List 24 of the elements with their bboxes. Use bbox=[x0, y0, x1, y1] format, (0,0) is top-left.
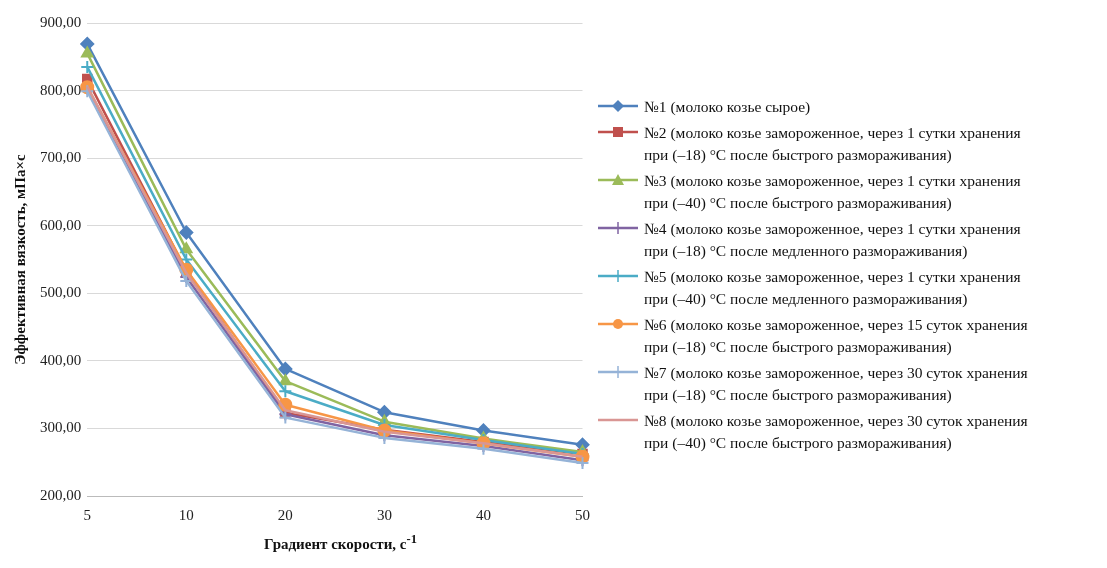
legend-label: №5 (молоко козье замороженное, через 1 сутки хранения при (–40) °С после медленного размораживания) bbox=[644, 267, 1022, 309]
legend-label: №7 (молоко козье замороженное, через 30 суток хранения при (–18) °С после быстрого размораживания) bbox=[644, 363, 1029, 405]
y-axis-title: Эффективная вязкость, мПа×с bbox=[11, 153, 28, 365]
legend-label: №4 (молоко козье замороженное, через 1 сутки хранения при (–18) °С после медленного размораживания) bbox=[644, 219, 1022, 261]
y-tick-label: 500,00 bbox=[40, 284, 82, 301]
y-tick-label: 200,00 bbox=[40, 486, 82, 503]
legend-label: №1 (молоко козье сырое) bbox=[644, 97, 811, 117]
legend-label: №2 (молоко козье замороженное, через 1 сутки хранения при (–18) °С после быстрого размораживания) bbox=[644, 123, 1022, 165]
x-tick-label: 40 bbox=[475, 506, 491, 523]
y-tick-label: 400,00 bbox=[40, 351, 82, 368]
y-tick-label: 800,00 bbox=[40, 81, 82, 98]
y-tick-label: 900,00 bbox=[40, 13, 82, 30]
x-tick-label: 30 bbox=[376, 506, 392, 523]
x-tick-label: 5 bbox=[83, 506, 91, 523]
legend-label: №3 (молоко козье замороженное, через 1 сутки хранения при (–40) °С после быстрого размораживания) bbox=[644, 171, 1022, 213]
legend-label: №6 (молоко козье замороженное, через 15 суток хранения при (–18) °С после быстрого размораживания) bbox=[644, 315, 1029, 357]
x-tick-label: 50 bbox=[575, 506, 590, 523]
legend-label: №8 (молоко козье замороженное, через 30 суток хранения при (–40) °С после быстрого размораживания) bbox=[644, 411, 1029, 453]
y-tick-label: 300,00 bbox=[40, 419, 82, 436]
y-tick-label: 700,00 bbox=[40, 149, 82, 166]
y-tick-label: 600,00 bbox=[40, 216, 82, 233]
x-tick-label: 10 bbox=[178, 506, 194, 523]
x-tick-label: 20 bbox=[277, 506, 293, 523]
x-axis-title: Градиент скорости, с$^{-1}$ bbox=[263, 532, 418, 553]
